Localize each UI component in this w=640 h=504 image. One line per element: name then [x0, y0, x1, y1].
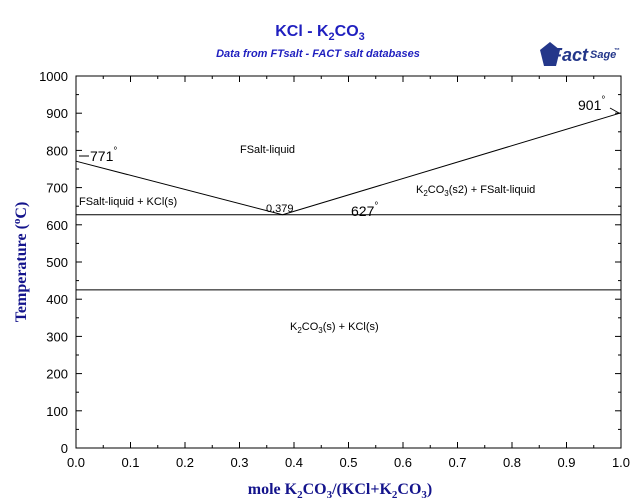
x-tick-label: 0.8 — [503, 455, 521, 470]
y-tick-label: 900 — [46, 106, 68, 121]
region-solid: K2CO3(s) + KCl(s) — [290, 321, 379, 335]
x-tick-label: 0.1 — [121, 455, 139, 470]
x-tick-label: 0.3 — [230, 455, 248, 470]
logo-text-sage: Sage — [590, 49, 616, 61]
factsage-logo: Fact Sage ™ — [540, 42, 620, 66]
x-tick-label: 0.0 — [67, 455, 85, 470]
logo-trademark: ™ — [614, 47, 620, 54]
region-k2co3-liquid: K2CO3(s2) + FSalt-liquid — [416, 184, 535, 198]
chart-subtitle: Data from FTsalt - FACT salt databases — [216, 48, 420, 60]
y-tick-label: 1000 — [39, 69, 68, 84]
label-901: 901° — [578, 95, 605, 113]
x-tick-label: 0.5 — [339, 455, 357, 470]
label-771: 771° — [90, 146, 117, 164]
series-line — [282, 112, 622, 216]
y-tick-label: 400 — [46, 292, 68, 307]
axis-ticks: 0.0 0.1 0.2 0.3 0.4 0.5 0.6 0.7 0.8 0.9 1.0 0 100 200… — [39, 69, 630, 470]
annotations: 771° 901° 627° 0.379 FSalt-liquid FSalt-… — [79, 95, 620, 335]
logo-text-main: Fact — [551, 45, 589, 65]
logo-mark-icon — [540, 42, 560, 66]
x-tick-label: 0.4 — [285, 455, 303, 470]
leader-901 — [609, 107, 620, 114]
y-tick-label: 200 — [46, 367, 68, 382]
x-tick-label: 0.7 — [448, 455, 466, 470]
phase-boundaries — [75, 112, 622, 291]
x-axis-label: mole K2CO3/(KCl+K2CO3) — [248, 481, 432, 501]
y-tick-label: 600 — [46, 218, 68, 233]
y-axis-label: Temperature (oC) — [11, 202, 30, 323]
y-tick-label: 100 — [46, 404, 68, 419]
region-liquid: FSalt-liquid — [240, 144, 295, 156]
y-tick-label: 800 — [46, 143, 68, 158]
label-627: 627° — [351, 201, 378, 219]
chart-title: KCl - K2CO3 — [275, 23, 365, 43]
region-liquid-kcl: FSalt-liquid + KCl(s) — [79, 196, 177, 208]
plot-frame — [75, 75, 622, 449]
y-tick-label: 0 — [61, 441, 68, 456]
series-line — [75, 160, 283, 216]
y-tick-label: 700 — [46, 181, 68, 196]
label-eutectic-composition: 0.379 — [266, 203, 294, 215]
x-tick-label: 0.9 — [557, 455, 575, 470]
x-tick-label: 1.0 — [612, 455, 630, 470]
x-tick-label: 0.2 — [176, 455, 194, 470]
y-tick-label: 500 — [46, 255, 68, 270]
x-tick-label: 0.6 — [394, 455, 412, 470]
y-tick-label: 300 — [46, 329, 68, 344]
